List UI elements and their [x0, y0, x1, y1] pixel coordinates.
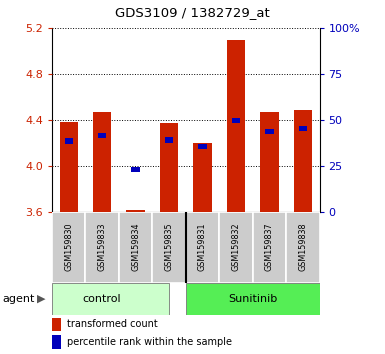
Text: GSM159834: GSM159834	[131, 222, 140, 271]
Bar	[260, 112, 279, 212]
Bar	[186, 283, 336, 315]
Text: ▶: ▶	[37, 294, 45, 304]
Bar	[232, 118, 240, 123]
Bar	[119, 212, 152, 283]
Text: GSM159831: GSM159831	[198, 222, 207, 271]
Bar	[152, 212, 186, 283]
Bar	[93, 112, 111, 212]
Text: control: control	[83, 294, 121, 304]
Text: GSM159837: GSM159837	[265, 222, 274, 271]
Bar	[60, 121, 78, 212]
Bar	[126, 210, 145, 212]
Bar	[294, 110, 312, 212]
Bar	[227, 40, 245, 212]
Text: percentile rank within the sample: percentile rank within the sample	[67, 337, 232, 347]
Bar	[65, 138, 73, 144]
Text: GSM159835: GSM159835	[164, 222, 174, 271]
Bar	[299, 126, 307, 131]
Text: agent: agent	[2, 294, 34, 304]
Bar	[253, 212, 286, 283]
Text: GSM159833: GSM159833	[98, 222, 107, 271]
Bar	[85, 212, 119, 283]
Text: GSM159832: GSM159832	[231, 222, 241, 271]
Bar	[186, 212, 219, 283]
Text: GSM159830: GSM159830	[64, 222, 73, 271]
Text: GDS3109 / 1382729_at: GDS3109 / 1382729_at	[115, 6, 270, 19]
Bar	[193, 143, 212, 212]
Text: transformed count: transformed count	[67, 319, 157, 329]
Bar	[160, 123, 178, 212]
Bar	[198, 144, 207, 149]
Text: Sunitinib: Sunitinib	[228, 294, 277, 304]
Bar	[131, 167, 140, 172]
Bar	[98, 133, 106, 138]
Bar	[265, 129, 274, 135]
Bar	[52, 212, 85, 283]
Bar	[52, 335, 61, 349]
Text: GSM159838: GSM159838	[298, 222, 307, 271]
Bar	[219, 212, 253, 283]
Bar	[52, 318, 61, 331]
Bar	[286, 212, 320, 283]
Bar	[165, 137, 173, 143]
Bar	[52, 283, 169, 315]
